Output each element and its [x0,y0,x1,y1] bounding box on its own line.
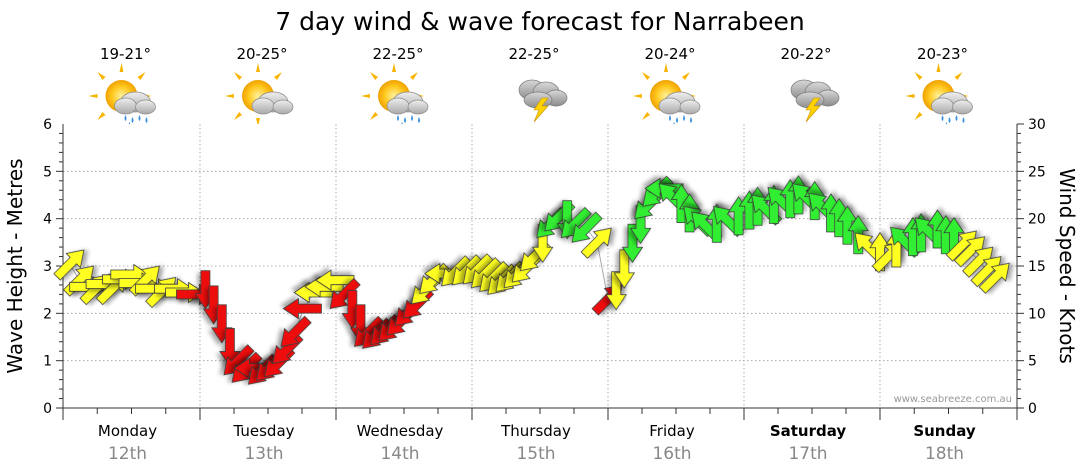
day-name: Monday [98,422,157,440]
y-left-tick-label: 2 [43,306,52,322]
y-right-tick-label: 20 [1028,212,1046,228]
day-labels: Monday 12th Tuesday 13th Wednesday 14th Thursd… [98,422,976,464]
thunderstorm-icon [790,79,840,123]
day-date: 17th [788,444,827,464]
wind-arrow [282,297,322,320]
wind-arrow [962,246,994,278]
day-date: 16th [652,444,691,464]
wind-arrow [605,271,627,311]
y-axis-right-label: Wind Speed - Knots [1055,168,1079,364]
wind-arrow [531,223,554,264]
wind-arrow [280,315,312,347]
wind-arrow [571,211,603,243]
y-left-tick-label: 6 [43,117,52,133]
day-name: Saturday [770,422,847,440]
day-name: Friday [649,422,695,440]
y-right-tick-label: 0 [1028,401,1037,417]
day-date: 15th [516,444,555,464]
partly-cloudy-showers-icon [360,62,429,129]
y-right-tick-label: 25 [1028,164,1046,180]
wind-arrow [629,204,652,245]
y-axis-left-label: Wave Height - Metres [3,158,27,373]
day-date: 14th [380,444,419,464]
day-date: 13th [244,444,283,464]
y-left-tick-label: 4 [43,212,52,228]
temperature-range: 19-21° [100,45,151,63]
temperature-range: 22-25° [372,45,423,63]
wind-arrow [621,223,644,264]
day-name: Thursday [500,422,571,440]
thunderstorm-icon [518,79,568,123]
partly-cloudy-showers-icon [905,62,973,129]
y-right-tick-label: 30 [1028,117,1046,133]
y-left-tick-label: 0 [43,401,52,417]
temperature-range: 20-24° [644,45,695,63]
y-left-tick-label: 3 [43,259,52,275]
y-left-tick-label: 1 [43,354,52,370]
watermark: www.seabreeze.com.au [894,394,1012,405]
day-name: Sunday [913,422,976,440]
day-date: 18th [925,444,964,464]
wind-arrow [836,205,859,245]
grid [63,124,1017,408]
partly-cloudy-showers-icon [632,62,701,129]
wind-arrow [953,236,986,268]
chart-title: 7 day wind & wave forecast for Narrabeen [275,7,804,36]
wind-arrow [53,249,85,281]
partly-cloudy-showers-icon [88,62,156,129]
day-name: Tuesday [232,422,294,440]
day-name: Wednesday [357,422,444,440]
wind-arrow [978,262,1010,294]
axes: 0 1 2 3 4 5 6 0 5 10 15 20 25 30 [43,117,1046,420]
temperature-range: 20-23° [917,45,968,63]
wind-arrow [613,249,636,289]
wind-arrow [329,277,361,310]
partly-cloudy-icon [224,62,294,128]
temperature-range: 20-22° [780,45,831,63]
day-date: 12th [108,444,147,464]
weather-header: 19-21° 20-25° 22-25° 22-25° 20-24° 20-22° 20-2… [88,45,973,129]
wind-arrow [580,227,612,259]
temperature-range: 20-25° [236,45,287,63]
y-right-tick-label: 5 [1028,354,1037,370]
y-right-tick-label: 15 [1028,259,1046,275]
y-left-tick-label: 5 [43,164,52,180]
wind-arrows [53,175,1010,385]
temperature-range: 22-25° [508,45,559,63]
wind-arrow [315,269,355,291]
y-right-tick-label: 10 [1028,306,1046,322]
